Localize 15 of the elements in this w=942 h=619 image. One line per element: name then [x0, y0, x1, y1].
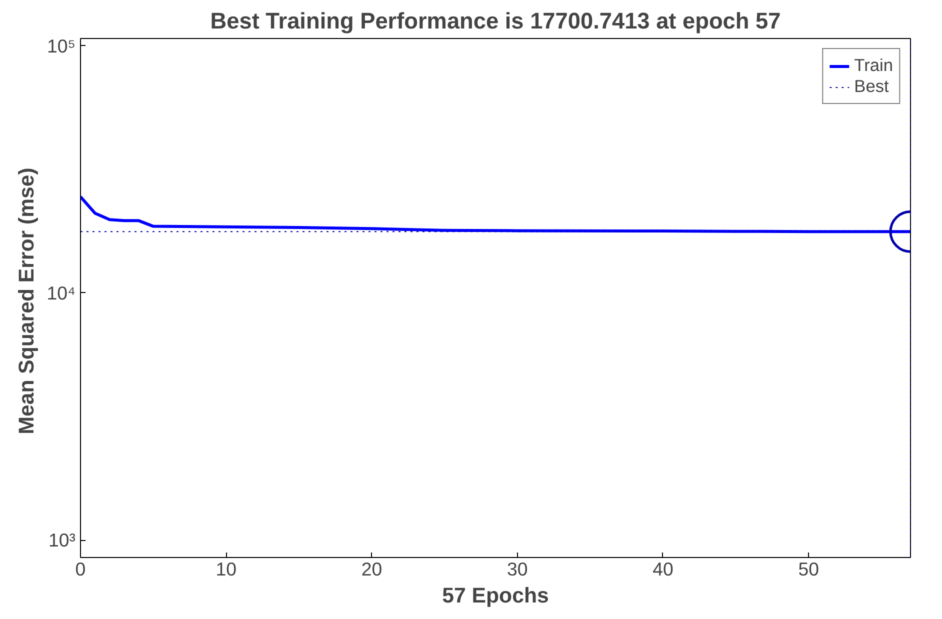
x-axis-title: 57 Epochs	[442, 584, 549, 608]
y-tick-label: 10³	[48, 530, 76, 551]
x-tick-label: 50	[798, 558, 819, 580]
y-tick-label: 10⁴	[46, 282, 76, 304]
legend-label: Train	[854, 55, 893, 76]
legend-label: Best	[854, 76, 889, 97]
x-tick-label: 0	[75, 558, 86, 580]
x-tick-label: 10	[216, 558, 237, 580]
line-series	[80, 195, 910, 234]
x-tick-label: 30	[506, 558, 528, 580]
x-tick-label: 40	[652, 558, 674, 580]
x-tick-label: 20	[361, 558, 382, 580]
chart-title: Best Training Performance is 17700.7413 at epoch 57	[210, 8, 781, 34]
y-tick-label: 10⁵	[47, 35, 76, 56]
y-axis-title: Mean Squared Error (mse)	[14, 168, 39, 434]
